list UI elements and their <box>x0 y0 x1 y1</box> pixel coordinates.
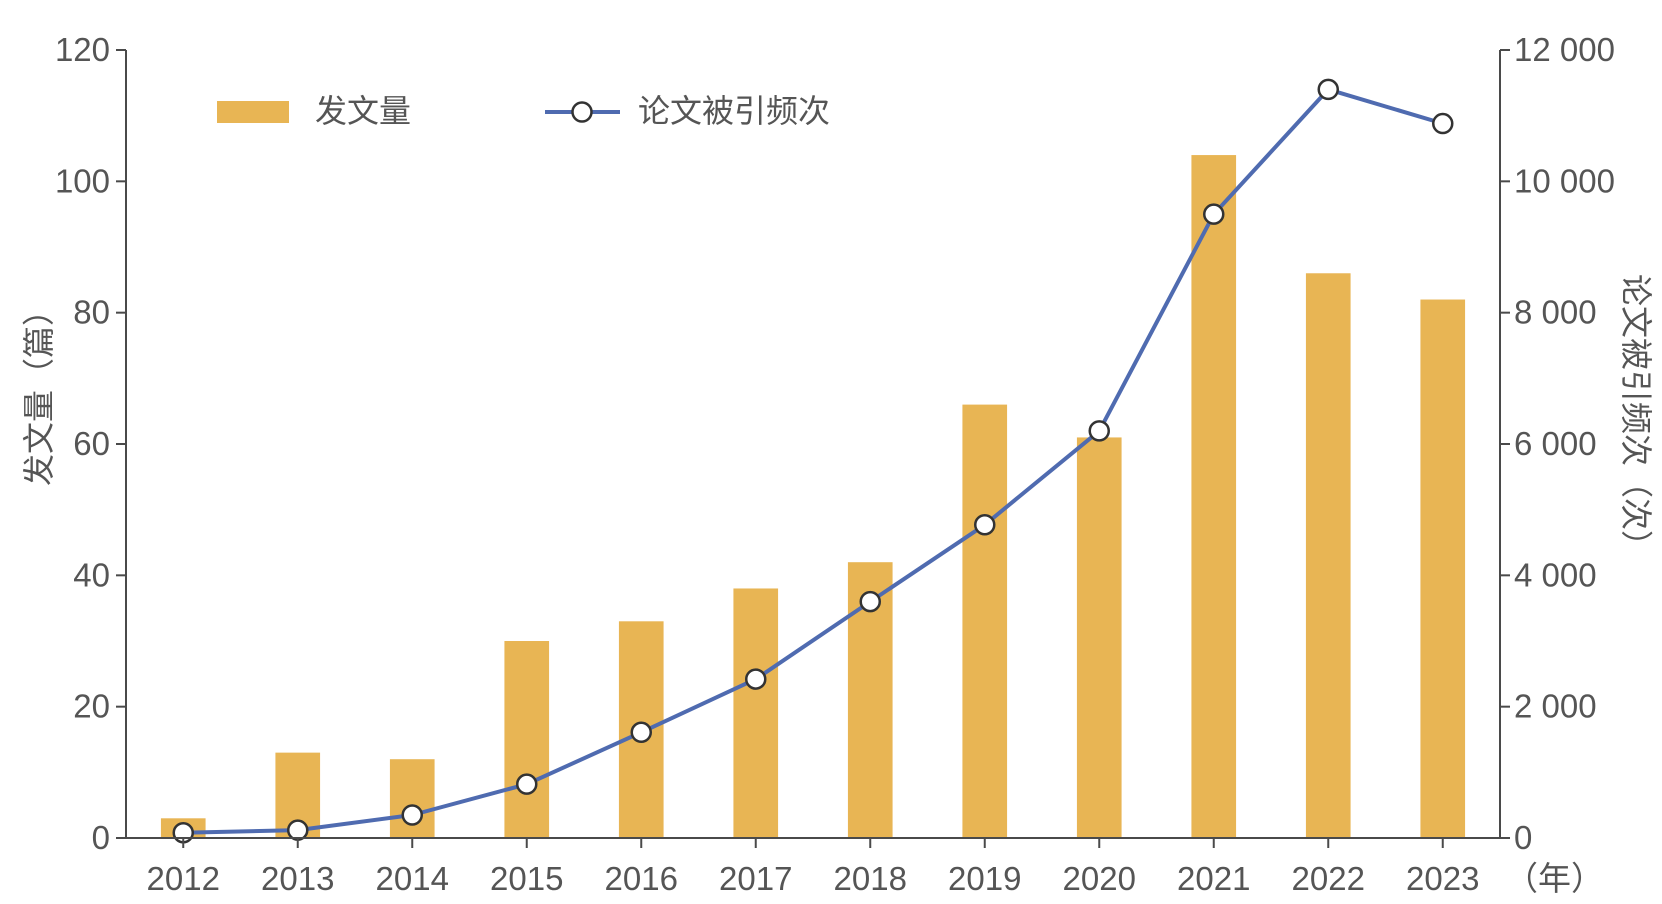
y-left-tick-label: 60 <box>73 425 110 462</box>
y-right-tick-label: 4 000 <box>1514 556 1597 593</box>
x-tick-label-2014: 2014 <box>376 860 449 897</box>
legend-swatch-marker <box>571 101 593 123</box>
bar-2022 <box>1305 273 1351 838</box>
bar-2019 <box>962 404 1008 838</box>
x-tick-label-2021: 2021 <box>1177 860 1250 897</box>
y-right-tick-label: 0 <box>1514 819 1532 856</box>
citation-line <box>183 87 1444 835</box>
legend-label-bar: 发文量 <box>315 92 411 130</box>
axes-layer: 0 20 40 60 80 100 120 0 2 000 4 000 6 000 8 000 10 0… <box>55 31 1615 897</box>
line-point-2013 <box>287 819 309 841</box>
y-axis-right-title: 论文被引频次（次） <box>1617 274 1655 562</box>
line-point-2017 <box>745 668 767 690</box>
y-left-tick-label: 40 <box>73 556 110 593</box>
y-right-tick-label: 8 000 <box>1514 294 1597 331</box>
x-tick-label-2012: 2012 <box>147 860 220 897</box>
bar-2015 <box>504 641 550 838</box>
x-tick-label-2020: 2020 <box>1063 860 1136 897</box>
y-right-tick-label: 6 000 <box>1514 425 1597 462</box>
y-left-tick-label: 80 <box>73 294 110 331</box>
y-left-tick-label: 100 <box>55 162 110 199</box>
bar-2020 <box>1076 437 1122 838</box>
x-tick-label-2013: 2013 <box>261 860 334 897</box>
bar-2021 <box>1191 155 1237 839</box>
x-tick-label-2018: 2018 <box>834 860 907 897</box>
line-layer <box>172 78 1454 844</box>
line-point-2016 <box>630 721 652 744</box>
line-point-2023 <box>1432 112 1454 135</box>
x-tick-label-2019: 2019 <box>948 860 1021 897</box>
legend: 发文量 论文被引频次 <box>217 92 830 130</box>
x-tick-label-2017: 2017 <box>719 860 792 897</box>
y-right-tick-label: 12 000 <box>1514 31 1615 68</box>
y-left-tick-label: 0 <box>92 819 110 856</box>
legend-swatch-bar <box>217 101 289 123</box>
y-left-tick-label: 20 <box>73 688 110 725</box>
bar-2017 <box>733 588 779 838</box>
bars-layer <box>160 155 1466 839</box>
x-tick-label-2015: 2015 <box>490 860 563 897</box>
line-point-2018 <box>859 590 881 613</box>
x-tick-label-2023: 2023 <box>1406 860 1479 897</box>
x-tick-label-2022: 2022 <box>1292 860 1365 897</box>
y-right-tick-label: 2 000 <box>1514 688 1597 725</box>
line-point-2019 <box>974 514 996 536</box>
y-axis-left-title: 发文量（篇） <box>20 294 58 486</box>
line-point-2014 <box>401 804 423 826</box>
y-left-tick-label: 120 <box>55 31 110 68</box>
y-right-tick-label: 10 000 <box>1514 162 1615 199</box>
line-point-2015 <box>516 773 538 795</box>
x-tick-label-2016: 2016 <box>605 860 678 897</box>
line-point-2020 <box>1088 420 1110 442</box>
legend-label-line: 论文被引频次 <box>638 92 830 130</box>
bar-2014 <box>389 759 435 838</box>
bar-2023 <box>1420 299 1466 838</box>
line-point-2022 <box>1317 78 1339 101</box>
line-point-2021 <box>1203 203 1225 225</box>
x-axis-unit-label: （年） <box>1505 860 1604 897</box>
